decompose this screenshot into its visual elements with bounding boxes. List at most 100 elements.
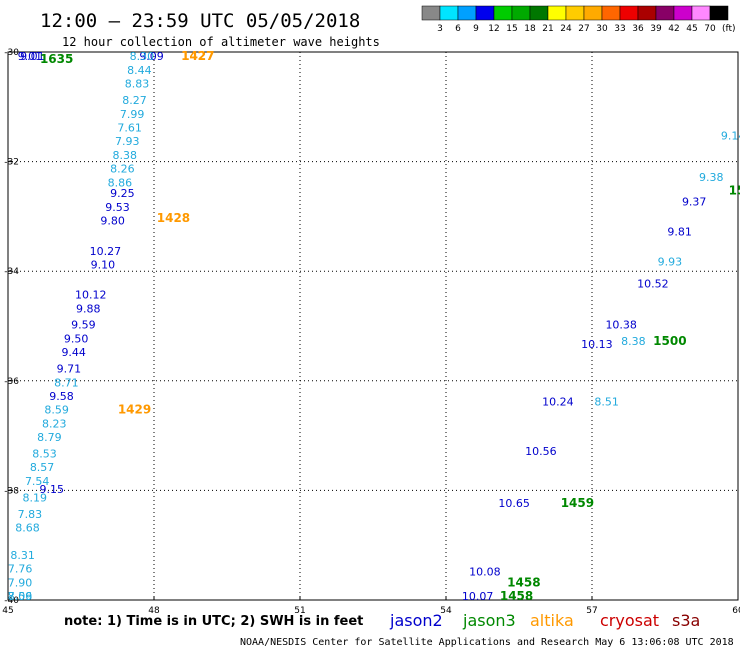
swh-value-label: 10.38	[605, 319, 637, 332]
swh-value-label: 9.09	[139, 50, 164, 63]
pass-time-label: 1500	[653, 334, 686, 348]
colorbar-swatch	[439, 5, 459, 21]
x-tick-label: 48	[148, 606, 160, 616]
colorbar-swatch	[493, 5, 513, 21]
swh-value-label: 9.15	[40, 483, 65, 496]
colorbar-swatch	[565, 5, 585, 21]
swh-value-label: 7.99	[120, 108, 145, 121]
legend-jason2: jason2	[389, 611, 443, 630]
legend-jason3: jason3	[462, 611, 516, 630]
legend-altika: altika	[530, 611, 574, 630]
colorbar-swatch	[655, 5, 675, 21]
legend-cryosat: cryosat	[600, 611, 659, 630]
colorbar-unit: (ft)	[722, 24, 736, 34]
swh-value-label: 9.01	[18, 50, 43, 63]
swh-value-label: 7.56	[8, 590, 33, 603]
swh-value-label: 8.86	[108, 176, 133, 189]
swh-value-label: 8.09	[8, 590, 33, 603]
credit-line: NOAA/NESDIS Center for Satellite Applica…	[240, 637, 734, 648]
y-tick-label: -36	[4, 377, 19, 387]
x-tick-label: 57	[586, 606, 597, 616]
swh-value-label: 9.53	[105, 201, 130, 214]
swh-value-label: 9.10	[91, 258, 116, 271]
colorbar-swatch	[583, 5, 603, 21]
pass-time-label: 1427	[181, 49, 214, 63]
colorbar-swatch	[619, 5, 639, 21]
swh-value-label: 10.12	[75, 289, 107, 302]
colorbar-label: 70	[704, 24, 716, 34]
swh-value-label: 10.08	[469, 565, 501, 578]
swh-value-label: 8.51	[594, 395, 619, 408]
swh-value-label: 8.57	[30, 461, 55, 474]
pass-time-label: 1428	[157, 211, 190, 225]
pass-time-label: 15	[729, 183, 740, 197]
pass-time-label: 1635	[40, 52, 73, 66]
x-tick-label: 45	[2, 606, 13, 616]
colorbar-label: 33	[614, 24, 625, 34]
swh-value-label: 8.26	[110, 163, 135, 176]
swh-value-label: 7.54	[25, 475, 50, 488]
y-tick-label: -32	[4, 158, 19, 168]
swh-value-label: 10.27	[90, 245, 122, 258]
swh-value-label: 9.37	[682, 195, 707, 208]
colorbar-swatch	[421, 5, 441, 21]
chart-subtitle: 12 hour collection of altimeter wave hei…	[62, 35, 380, 49]
swh-value-label: 8.27	[122, 94, 147, 107]
colorbar-swatch	[511, 5, 531, 21]
colorbar-swatch	[457, 5, 477, 21]
swh-value-label: 8.79	[37, 431, 62, 444]
colorbar-label: 39	[650, 24, 662, 34]
swh-value-label: 9.50	[64, 332, 89, 345]
swh-value-label: 10.13	[581, 338, 613, 351]
units-note: note: 1) Time is in UTC; 2) SWH is in fe…	[64, 614, 363, 629]
colorbar-swatch	[673, 5, 693, 21]
swh-value-label: 9.71	[57, 363, 82, 376]
colorbar-label: 30	[596, 24, 608, 34]
swh-value-label: 8.19	[23, 491, 48, 504]
x-tick-label: 60	[732, 606, 740, 616]
swh-value-label: 10.56	[525, 445, 557, 458]
swh-value-label: 9.88	[76, 302, 101, 315]
colorbar-label: 45	[686, 24, 697, 34]
swh-value-label: 10.07	[462, 590, 494, 603]
pass-time-label: 1459	[561, 496, 594, 510]
swh-value-label: 7.93	[115, 135, 140, 148]
swh-value-label: 9.44	[61, 346, 86, 359]
axis-ticks: 45 48 51 54 57 60 -30 -32 -34 -36 -38 -40	[2, 48, 740, 616]
colorbar-label: 36	[632, 24, 644, 34]
satellite-legend: jason2 jason3 altika cryosat s3a	[389, 611, 700, 630]
swh-value-label: 7.90	[8, 576, 33, 589]
y-tick-label: -30	[4, 48, 19, 58]
colorbar-swatch	[709, 5, 729, 21]
y-tick-label: -40	[4, 596, 19, 606]
swh-value-label: 7.61	[117, 121, 142, 134]
data-labels: 9.019.01 9.099.259.539.8010.279.1010.129.…	[8, 49, 740, 603]
colorbar-label: 3	[437, 24, 443, 34]
swh-value-label: 8.44	[127, 64, 152, 77]
y-tick-label: -34	[4, 267, 19, 277]
swh-value-label: 7.83	[18, 508, 43, 521]
colorbar-legend: 3 6 9 12 15 18 21 24 27 30 33 36 39 42 45 70 (ft)	[421, 5, 736, 34]
chart-title: 12:00 – 23:59 UTC 05/05/2018	[40, 10, 360, 32]
swh-value-label: 9.80	[100, 215, 125, 228]
swh-value-label: 8.83	[125, 78, 150, 91]
swh-value-label: 8.31	[10, 549, 35, 562]
swh-value-label: 8.71	[54, 376, 79, 389]
colorbar-swatch	[637, 5, 657, 21]
swh-value-label: 8.68	[15, 522, 40, 535]
swh-value-label: 9.25	[110, 187, 135, 200]
x-tick-label: 51	[294, 606, 305, 616]
swh-value-label: 7.76	[8, 563, 33, 576]
swh-value-label: 9.38	[699, 171, 724, 184]
swh-value-label: 8.23	[42, 417, 67, 430]
colorbar-label: 12	[488, 24, 499, 34]
swh-value-label: 9.01	[20, 50, 45, 63]
swh-value-label: 10.65	[498, 497, 530, 510]
swh-value-label: 9.59	[71, 319, 96, 332]
swh-value-label: 9.93	[658, 256, 683, 269]
gridlines	[8, 52, 738, 600]
colorbar-swatch	[547, 5, 567, 21]
pass-time-label: 1458	[507, 575, 540, 589]
colorbar-swatch	[601, 5, 621, 21]
colorbar-label: 42	[668, 24, 679, 34]
